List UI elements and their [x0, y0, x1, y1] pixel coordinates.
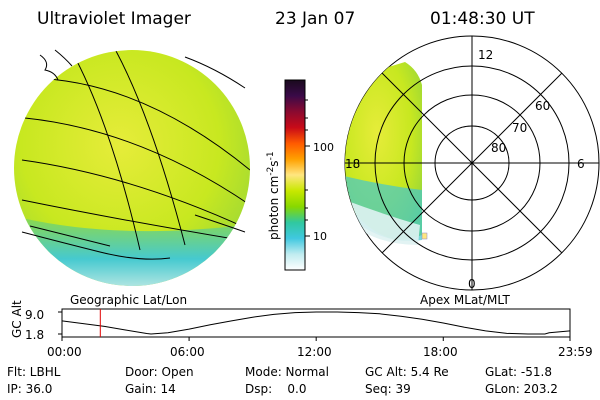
mlat-80-label: 80 — [491, 141, 506, 155]
date-label: 23 Jan 07 — [275, 9, 356, 29]
ip-info: IP: 36.0 — [7, 382, 53, 396]
geographic-label: Geographic Lat/Lon — [70, 293, 187, 307]
time-label: 01:48:30 UT — [430, 9, 535, 29]
polar-grid — [345, 36, 599, 290]
colorbar-ticks — [305, 99, 310, 237]
glat-info: GLat: -51.8 — [485, 365, 552, 379]
x-tick-1: 06:00 — [170, 345, 205, 359]
glon-info: GLon: 203.2 — [485, 382, 558, 396]
mlt-0-label: 0 — [468, 277, 476, 291]
colorbar-unit-label: photon cm-2s-1 — [266, 151, 281, 240]
mlat-70-label: 70 — [512, 121, 527, 135]
instrument-title: Ultraviolet Imager — [37, 9, 191, 29]
coastline — [21, 49, 171, 260]
colorbar-tick-100: 100 — [313, 141, 334, 154]
apex-polar-image — [344, 35, 600, 291]
mode-info: Mode: Normal — [245, 365, 329, 379]
mlt-12-label: 12 — [478, 48, 493, 62]
filter-info: Flt: LBHL — [7, 365, 61, 379]
x-tick-3: 18:00 — [423, 345, 458, 359]
dsp-info: Dsp: 0.0 — [245, 382, 307, 396]
geographic-image — [14, 49, 250, 286]
altitude-series-line — [61, 311, 571, 335]
gain-info: Gain: 14 — [125, 382, 176, 396]
y-tick-9: 9.0 — [25, 308, 44, 322]
gcalt-info: GC Alt: 5.4 Re — [365, 365, 449, 379]
outer-grid-line — [184, 56, 246, 89]
seq-info: Seq: 39 — [365, 382, 411, 396]
x-tick-0: 00:00 — [47, 345, 82, 359]
mlt-18-label: 18 — [345, 157, 360, 171]
apex-label: Apex MLat/MLT — [420, 293, 510, 307]
x-tick-4: 23:59 — [558, 345, 593, 359]
door-info: Door: Open — [125, 365, 194, 379]
mlt-6-label: 6 — [577, 157, 585, 171]
chart-frame — [61, 308, 571, 338]
x-tick-2: 12:00 — [297, 345, 332, 359]
colorbar — [284, 79, 306, 271]
mlat-60-label: 60 — [535, 99, 550, 113]
y-tick-1.8: 1.8 — [25, 328, 44, 342]
altitude-chart — [58, 308, 571, 341]
y-axis-label: GC Alt — [10, 300, 24, 338]
colorbar-tick-10: 10 — [313, 230, 327, 243]
